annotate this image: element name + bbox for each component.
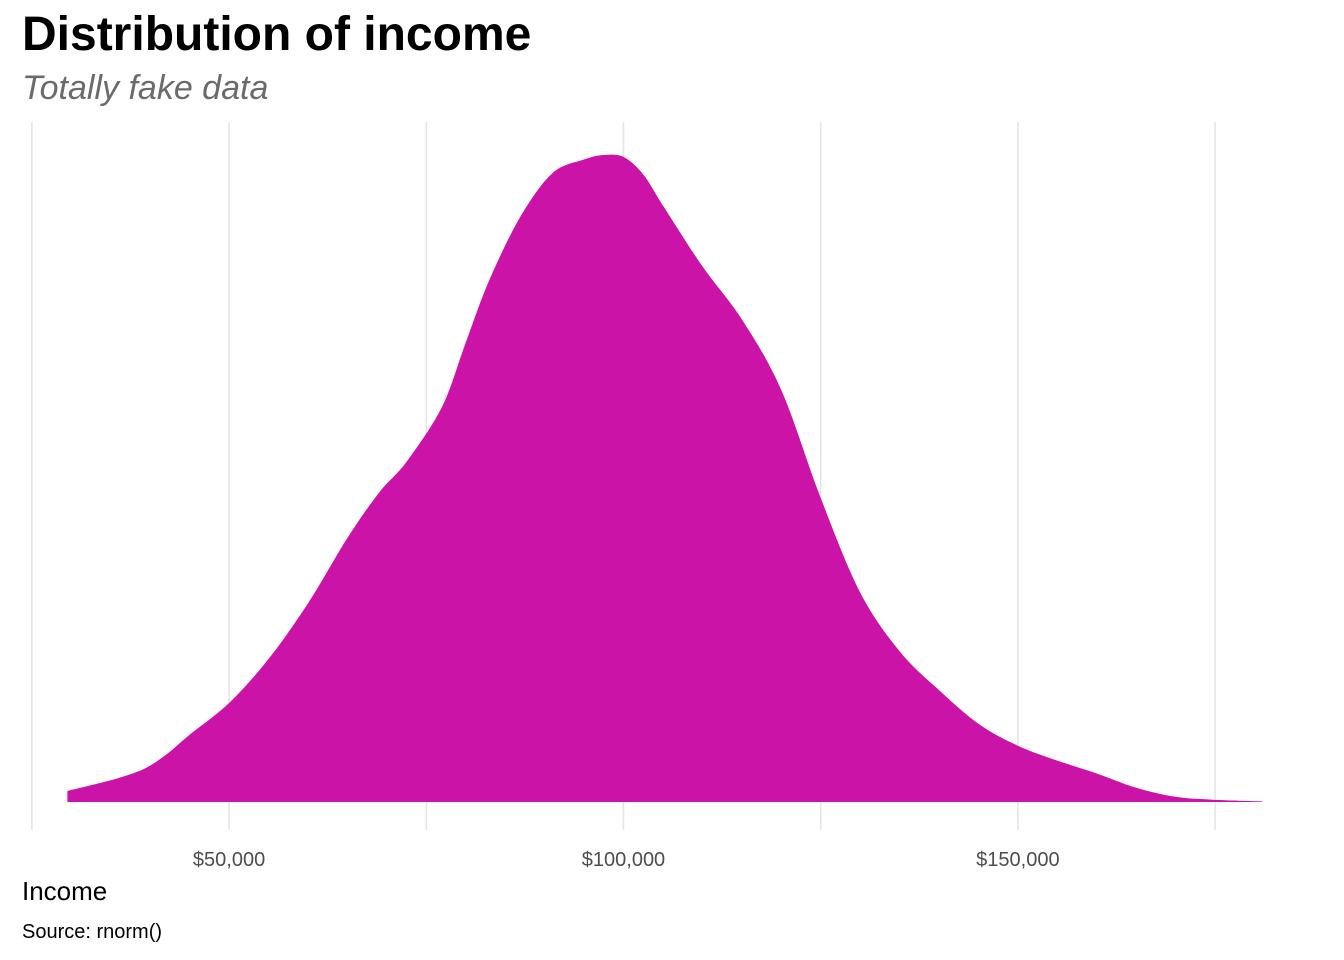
x-axis-label: Income (22, 876, 108, 906)
x-axis-ticks: $50,000 $100,000 $150,000 (193, 849, 1060, 871)
x-tick-label: $50,000 (193, 849, 265, 871)
density-area-group (67, 154, 1263, 803)
chart-caption: Source: rnorm() (22, 921, 163, 943)
density-area (67, 154, 1263, 803)
chart-subtitle: Totally fake data (22, 69, 269, 107)
x-tick-label: $100,000 (582, 849, 665, 871)
chart-title: Distribution of income (22, 8, 532, 61)
x-tick-label: $150,000 (976, 849, 1059, 871)
